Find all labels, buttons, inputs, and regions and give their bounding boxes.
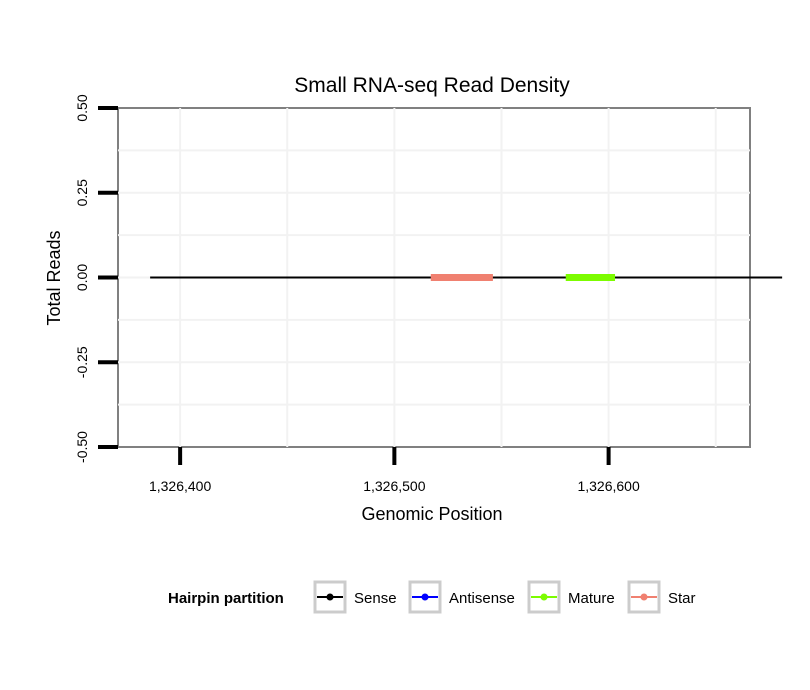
y-tick-label: -0.25 — [74, 346, 90, 378]
y-axis-label: Total Reads — [44, 230, 64, 325]
legend: Hairpin partition Sense Antisense Mature St… — [168, 580, 696, 614]
legend-key-point — [421, 593, 429, 601]
legend-key-point — [540, 593, 548, 601]
legend-label-sense: Sense — [354, 590, 397, 607]
legend-label-star: Star — [668, 590, 696, 607]
legend-label-mature: Mature — [568, 590, 615, 607]
legend-label-antisense: Antisense — [449, 590, 515, 607]
legend-key-point — [326, 593, 334, 601]
y-tick-label: 0.25 — [74, 179, 90, 206]
y-tick-label: -0.50 — [74, 431, 90, 463]
x-axis-label: Genomic Position — [361, 504, 502, 524]
legend-key-point — [640, 593, 648, 601]
y-tick-label: 0.50 — [74, 94, 90, 121]
axes: -0.50 -0.25 0.00 0.25 0.50 1,326,400 1,326,500… — [74, 94, 640, 494]
legend-title: Hairpin partition — [168, 590, 284, 607]
x-tick-label: 1,326,400 — [149, 478, 211, 494]
chart-title: Small RNA-seq Read Density — [294, 74, 570, 97]
x-tick-label: 1,326,600 — [577, 478, 639, 494]
y-tick-label: 0.00 — [74, 264, 90, 291]
x-tick-label: 1,326,500 — [363, 478, 425, 494]
